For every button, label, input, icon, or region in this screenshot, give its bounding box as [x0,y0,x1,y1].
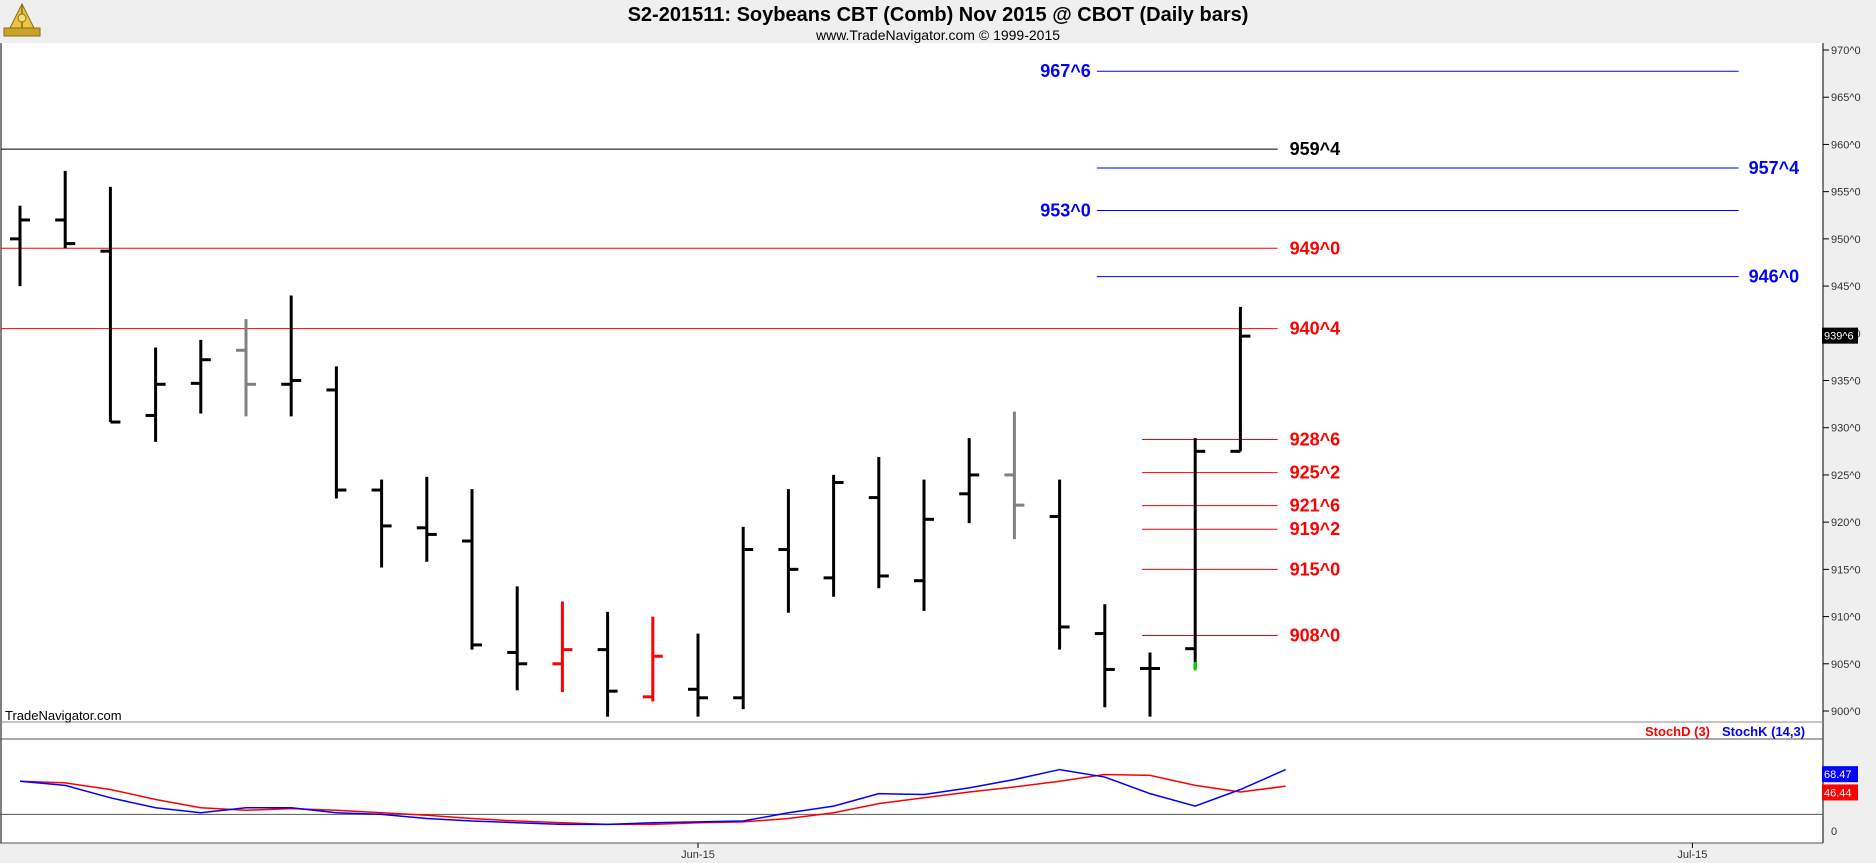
stoch-value-label: 68.47 [1824,769,1852,781]
price-axis-bg [1823,43,1876,843]
price-bar [10,205,30,287]
price-bar [190,339,211,414]
price-bar [1094,604,1115,708]
price-axis: 970^0965^0960^0955^0950^0945^0940^0935^0… [1822,45,1861,718]
price-bar [552,601,573,693]
price-bar [236,319,256,417]
level-label-946-0: 946^0 [1749,267,1800,287]
price-tick-label: 960^0 [1831,139,1861,151]
level-label-949-0: 949^0 [1290,238,1341,258]
level-label-959-4: 959^4 [1290,139,1341,159]
level-label-915-0: 915^0 [1290,559,1341,579]
chart-subtitle: www.TradeNavigator.com © 1999-2015 [815,27,1060,43]
price-bar [823,474,844,597]
price-bar [1049,479,1070,650]
trade-navigator-logo [3,2,41,37]
price-bar [416,476,437,562]
watermark-text: TradeNavigator.com [5,708,122,723]
stoch-value-marker [1822,766,1858,783]
bottom-axis-bg [0,843,1876,863]
time-tick-label: Jul-15 [1677,849,1707,861]
price-tick-label: 915^0 [1831,564,1861,576]
level-label-921-6: 921^6 [1290,496,1341,516]
price-bar [778,489,799,613]
price-tick-label: 955^0 [1831,187,1861,199]
price-tick-label: 970^0 [1831,45,1861,57]
price-bar [100,186,121,424]
price-tick-label: 920^0 [1831,517,1861,529]
price-bar [597,611,618,717]
price-bar [1004,411,1025,540]
price-bar [914,479,934,611]
last-price-marker [1822,327,1858,344]
level-lines: 967^6 959^4 957^4 953^0 949^0 946^0 940^4 928^6… [1,61,1799,645]
stochd-line [19,773,1286,826]
level-label-940-4: 940^4 [1290,319,1341,339]
legend-stochd: StochD (3) [1645,724,1710,739]
price-tick-label: 950^0 [1831,234,1861,246]
price-bar [688,633,708,717]
level-label-953-0: 953^0 [1040,201,1091,221]
price-bars [10,170,1251,717]
price-bar [1230,306,1251,453]
level-label-967-6: 967^6 [1040,61,1091,81]
price-tick-label: 935^0 [1831,376,1861,388]
last-price-label: 939^6 [1824,331,1854,343]
price-bar [371,479,392,568]
level-label-957-4: 957^4 [1749,158,1800,178]
price-bar [326,366,347,499]
price-tick-label: 910^0 [1831,612,1861,624]
time-axis: Jun-15 Jul-15 [681,843,1707,861]
price-tick-label: 900^0 [1831,706,1861,718]
price-tick-label: 930^0 [1831,423,1861,435]
price-tick-label: 905^0 [1831,659,1861,671]
price-bar [462,489,482,650]
level-label-928-6: 928^6 [1290,430,1341,450]
price-bar [1185,438,1206,669]
legend-stochk: StochK (14,3) [1722,724,1805,739]
chart-title: S2-201511: Soybeans CBT (Comb) Nov 2015 … [628,4,1249,26]
price-bar [145,347,166,442]
price-tick-label: 945^0 [1831,281,1861,293]
stoch-value-label: 46.44 [1824,787,1852,799]
stochastic-panel: 0 68.47 46.44 [0,766,1858,838]
stochk-line [19,768,1286,826]
price-tick-label: 925^0 [1831,470,1861,482]
price-bar [959,438,980,524]
price-bar [507,586,528,691]
price-bar [55,170,76,249]
level-label-925-2: 925^2 [1290,463,1341,483]
price-bar [868,456,889,589]
stoch-value-marker [1822,784,1858,801]
time-tick-label: Jun-15 [681,849,715,861]
price-bar [642,616,663,702]
stoch-zero-label: 0 [1831,826,1837,838]
level-label-908-0: 908^0 [1290,625,1341,645]
level-label-919-2: 919^2 [1290,519,1341,539]
price-tick-label: 965^0 [1831,92,1861,104]
top-header-bg [0,0,1876,43]
price-bar [281,295,302,417]
price-bar [733,526,754,710]
price-bar [1140,652,1160,717]
